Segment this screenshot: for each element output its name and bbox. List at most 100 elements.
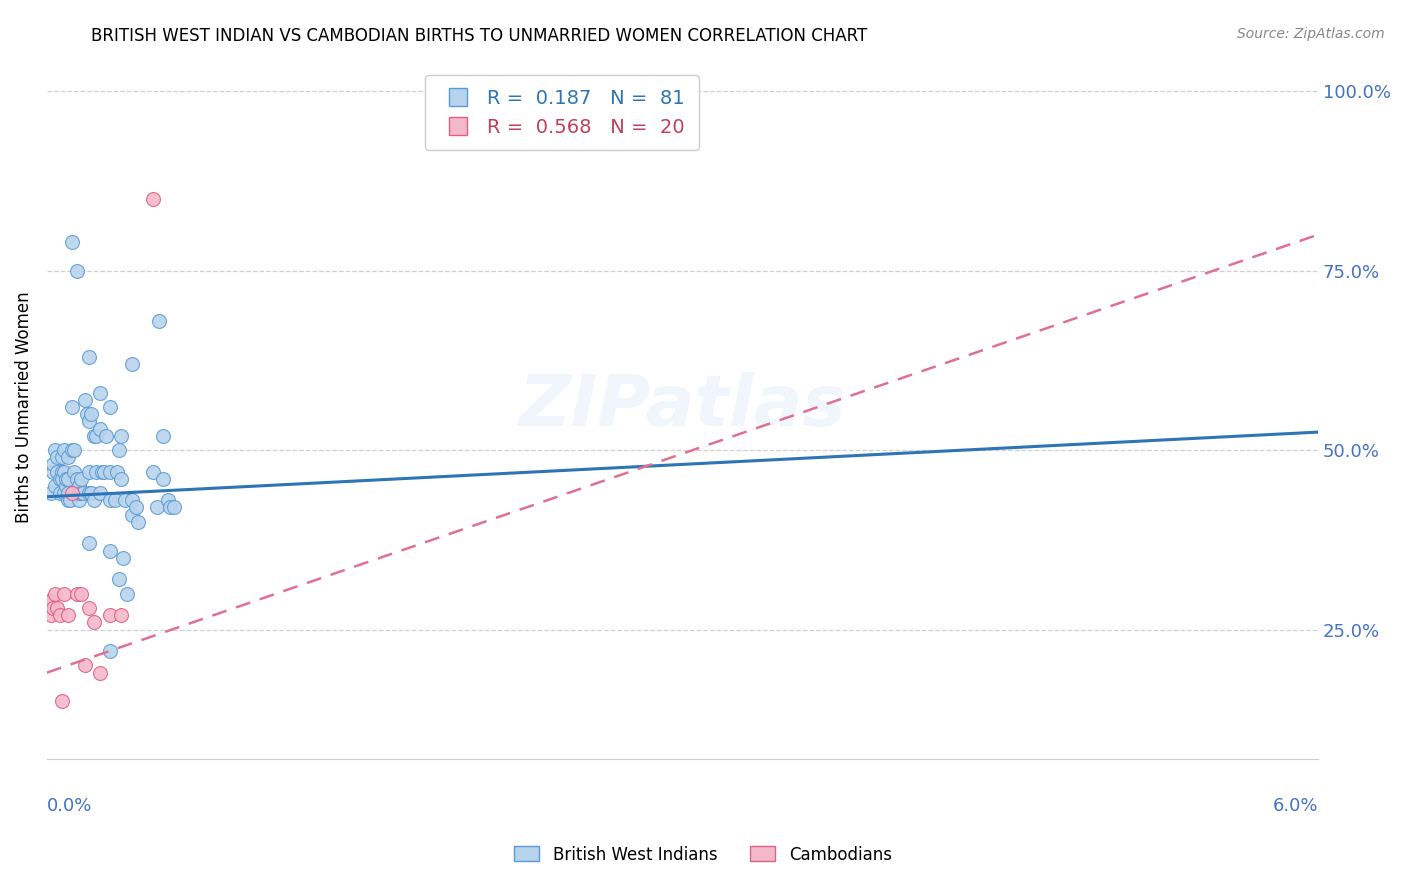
Point <box>112 550 135 565</box>
Point <box>63 443 86 458</box>
Y-axis label: Births to Unmarried Women: Births to Unmarried Women <box>15 291 32 523</box>
Point <box>52 465 75 479</box>
Point <box>39 594 62 608</box>
Point <box>77 536 100 550</box>
Text: ZIPatlas: ZIPatlas <box>519 373 846 442</box>
Point <box>77 486 100 500</box>
Point <box>146 500 169 515</box>
Point <box>42 465 65 479</box>
Point <box>152 428 174 442</box>
Point <box>46 465 69 479</box>
Text: Source: ZipAtlas.com: Source: ZipAtlas.com <box>1237 27 1385 41</box>
Point <box>100 465 122 479</box>
Point <box>56 472 79 486</box>
Point <box>69 587 91 601</box>
Point <box>69 486 91 500</box>
Point <box>56 493 79 508</box>
Point <box>93 465 115 479</box>
Point <box>60 235 83 249</box>
Point <box>48 608 70 623</box>
Point <box>100 543 122 558</box>
Point <box>51 465 73 479</box>
Legend: R =  0.187   N =  81, R =  0.568   N =  20: R = 0.187 N = 81, R = 0.568 N = 20 <box>425 76 699 151</box>
Point <box>52 587 75 601</box>
Point <box>39 486 62 500</box>
Point <box>51 450 73 465</box>
Point <box>60 400 83 414</box>
Point <box>46 450 69 465</box>
Point <box>83 615 105 630</box>
Point <box>56 450 79 465</box>
Point <box>56 486 79 500</box>
Point <box>142 465 165 479</box>
Point <box>121 508 143 522</box>
Point <box>121 357 143 371</box>
Point <box>89 385 111 400</box>
Point <box>89 665 111 680</box>
Point <box>142 192 165 206</box>
Point <box>108 572 131 586</box>
Point <box>104 493 127 508</box>
Point <box>67 493 90 508</box>
Point <box>48 472 70 486</box>
Point <box>100 608 122 623</box>
Point <box>100 644 122 658</box>
Point <box>52 443 75 458</box>
Point <box>42 458 65 472</box>
Point <box>110 608 132 623</box>
Point <box>96 428 118 442</box>
Point <box>77 350 100 364</box>
Point <box>63 465 86 479</box>
Point <box>89 421 111 435</box>
Point <box>121 493 143 508</box>
Point <box>39 608 62 623</box>
Point <box>76 407 98 421</box>
Point <box>67 479 90 493</box>
Legend: British West Indians, Cambodians: British West Indians, Cambodians <box>508 839 898 871</box>
Point <box>77 465 100 479</box>
Point <box>91 465 114 479</box>
Point <box>89 486 111 500</box>
Point <box>67 486 90 500</box>
Point <box>42 601 65 615</box>
Point <box>38 594 60 608</box>
Point <box>127 515 149 529</box>
Text: 6.0%: 6.0% <box>1272 797 1319 815</box>
Point <box>125 500 148 515</box>
Point <box>156 493 179 508</box>
Point <box>52 486 75 500</box>
Point <box>55 479 77 493</box>
Point <box>65 587 87 601</box>
Point <box>56 608 79 623</box>
Point <box>110 472 132 486</box>
Point <box>51 694 73 708</box>
Point <box>84 465 107 479</box>
Point <box>44 479 66 493</box>
Point <box>83 493 105 508</box>
Point <box>152 472 174 486</box>
Point <box>69 472 91 486</box>
Point <box>51 472 73 486</box>
Point <box>117 587 139 601</box>
Point <box>44 443 66 458</box>
Point <box>77 414 100 428</box>
Point <box>59 493 82 508</box>
Point <box>100 400 122 414</box>
Point <box>108 443 131 458</box>
Point <box>83 428 105 442</box>
Point <box>44 587 66 601</box>
Text: BRITISH WEST INDIAN VS CAMBODIAN BIRTHS TO UNMARRIED WOMEN CORRELATION CHART: BRITISH WEST INDIAN VS CAMBODIAN BIRTHS … <box>91 27 868 45</box>
Point <box>77 601 100 615</box>
Point <box>80 407 103 421</box>
Point <box>105 465 128 479</box>
Point <box>60 443 83 458</box>
Point <box>148 314 170 328</box>
Text: 0.0%: 0.0% <box>46 797 93 815</box>
Point <box>80 486 103 500</box>
Point <box>159 500 181 515</box>
Point <box>114 493 136 508</box>
Point <box>46 601 69 615</box>
Point <box>55 472 77 486</box>
Point <box>110 428 132 442</box>
Point <box>65 472 87 486</box>
